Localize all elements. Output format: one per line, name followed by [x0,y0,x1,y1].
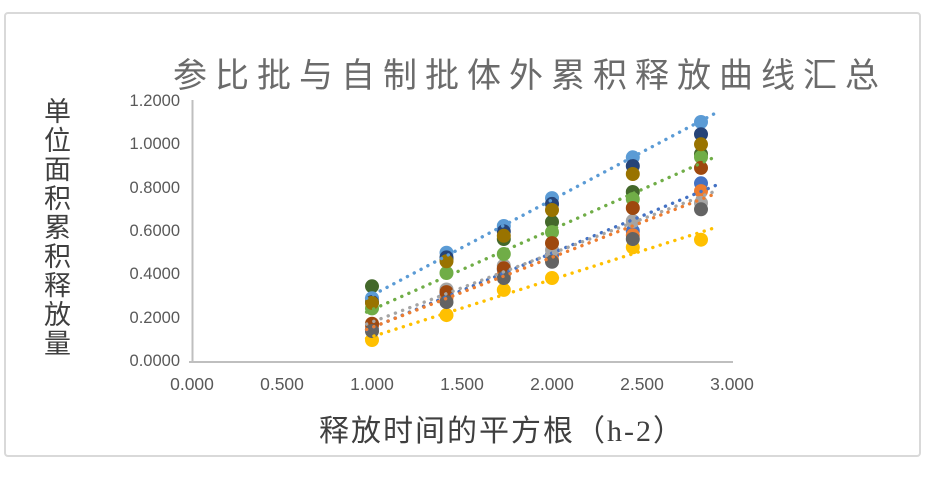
trendline-blue [364,183,719,332]
data-point [545,271,559,285]
data-point [625,201,640,215]
y-tick-label: 0.0000 [129,352,180,370]
series-gray [365,196,708,338]
y-axis-title: 单位面积累积释放量 [40,97,70,358]
data-point [496,228,511,243]
x-tick-label: 2.500 [620,374,664,394]
series-light-blue [365,115,708,306]
y-tick-label: 0.2000 [129,308,180,327]
x-tick-label: 0.000 [170,374,214,394]
data-point [625,167,640,181]
data-point [694,137,708,152]
x-tick-label: 0.500 [260,374,304,394]
data-point [694,160,708,175]
y-tick-label: 1.0000 [129,135,180,154]
chart-frame [4,12,921,457]
x-tick-label: 1.000 [350,374,394,394]
data-point [365,324,379,339]
trendline-gray [364,188,719,326]
data-point [439,308,454,323]
x-axis-title: 释放时间的平方根（h-2） [319,415,685,448]
data-point [365,295,379,310]
x-tick-label: 3.000 [710,374,754,394]
data-point [439,295,454,310]
y-tick-label: 0.8000 [129,178,180,197]
trendline-orange [364,191,719,332]
data-point [496,261,511,276]
data-point [439,254,454,269]
x-tick-label: 1.500 [440,374,484,394]
series-navy [365,127,708,310]
y-tick-label: 0.6000 [129,222,180,240]
chart-title: 参比批与自制批体外累积释放曲线汇总 [173,58,887,95]
y-tick-label: 1.2000 [129,92,180,110]
data-point [545,236,559,251]
data-point [545,214,559,229]
data-point [439,285,454,300]
y-tick-label: 0.4000 [129,265,180,284]
series-dark-gray [365,202,708,339]
data-point [545,254,559,269]
data-point [694,127,708,142]
series-dark-green [365,147,708,294]
data-point [365,279,379,294]
data-point [545,203,559,217]
data-point [694,232,708,247]
series-dark-gold [365,137,708,310]
trendline-yellow [364,225,719,341]
data-point [625,232,640,246]
trendline-green [364,154,719,314]
data-point [694,202,708,217]
trendline-light-blue [364,110,719,300]
x-tick-label: 2.000 [530,374,574,394]
